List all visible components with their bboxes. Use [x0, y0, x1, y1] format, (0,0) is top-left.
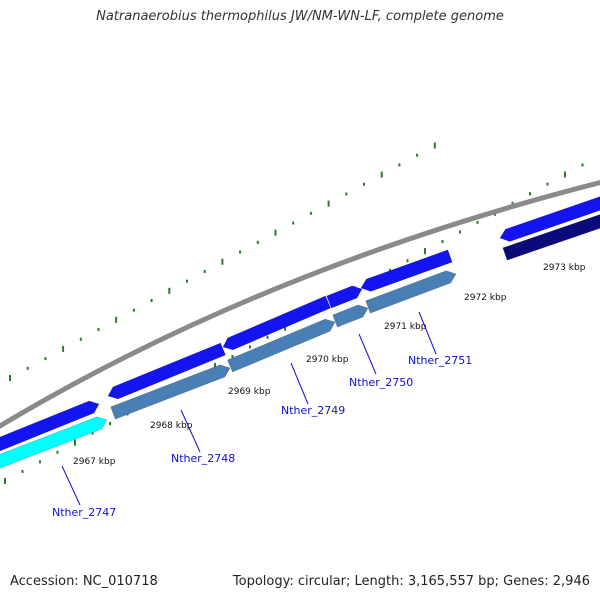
- gene-leader-line: [61, 465, 81, 506]
- gene-labels: Nther_2747 Nther_2748 Nther_2749 Nther_2750…: [52, 311, 472, 519]
- cds-forward-arrow[interactable]: [499, 194, 600, 242]
- gene-label-nther-2751[interactable]: Nther_2751: [408, 354, 472, 367]
- backbone-track: [0, 179, 600, 429]
- accession-text: Accession: NC_010718: [10, 574, 158, 589]
- scale-tick-label: 2972 kbp: [464, 293, 507, 303]
- cds-forward-arrow[interactable]: [326, 285, 363, 309]
- gene-label-nther-2750[interactable]: Nther_2750: [349, 376, 413, 389]
- map-title: Natranaerobius thermophilus JW/NM-WN-LF,…: [96, 9, 504, 24]
- cds-reverse-arrow[interactable]: [502, 214, 600, 261]
- cds-forward-arrow[interactable]: [222, 295, 331, 351]
- gene-label-nther-2748[interactable]: Nther_2748: [171, 452, 235, 465]
- gene-leader-line: [180, 409, 201, 453]
- cds-forward-arrow[interactable]: [0, 400, 100, 454]
- scale-tick-label: 2973 kbp: [543, 263, 586, 273]
- scale-tick-label: 2970 kbp: [306, 355, 349, 365]
- genome-summary-text: Topology: circular; Length: 3,165,557 bp…: [232, 574, 590, 589]
- backbone-arc: [0, 179, 600, 429]
- gene-leader-line: [418, 311, 437, 355]
- cds-forward-arrow[interactable]: [360, 249, 453, 292]
- cds-reverse-arrow[interactable]: [365, 270, 457, 314]
- scale-ticks: 2967 kbp 2968 kbp 2969 kbp 2970 kbp 2971 kbp…: [73, 263, 586, 467]
- gene-label-nther-2747[interactable]: Nther_2747: [52, 506, 116, 519]
- scale-tick-label: 2968 kbp: [150, 421, 193, 431]
- gene-label-nther-2749[interactable]: Nther_2749: [281, 404, 345, 417]
- cds-reverse-arrow[interactable]: [227, 318, 336, 373]
- cds-track: [0, 194, 600, 471]
- cds-reverse-arrow[interactable]: [332, 304, 369, 328]
- scale-tick-label: 2969 kbp: [228, 387, 271, 397]
- cds-reverse-arrow-selected[interactable]: [0, 416, 108, 471]
- scale-tick-label: 2967 kbp: [73, 457, 116, 467]
- cds-reverse-arrow[interactable]: [110, 364, 231, 420]
- gene-leader-line: [290, 362, 309, 405]
- cds-forward-arrow[interactable]: [107, 342, 226, 400]
- scale-tick-label: 2971 kbp: [384, 322, 427, 332]
- gene-leader-line: [358, 333, 377, 375]
